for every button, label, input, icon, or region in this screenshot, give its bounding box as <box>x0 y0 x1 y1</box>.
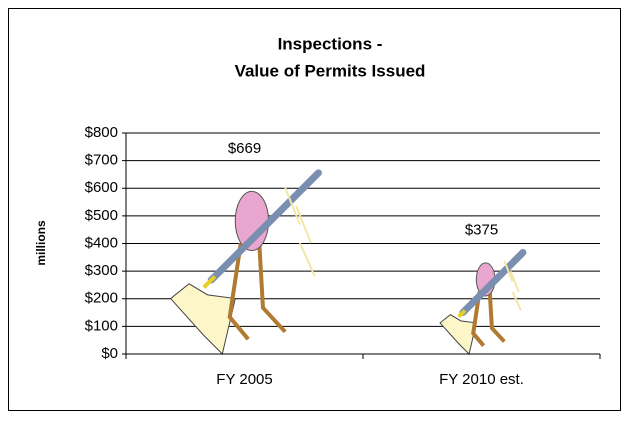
x-tick-label: FY 2005 <box>216 371 272 388</box>
chart-title: Value of Permits Issued <box>235 61 426 80</box>
data-label: $669 <box>228 140 261 157</box>
y-tick-label: $200 <box>85 290 118 307</box>
data-label: $375 <box>465 221 498 238</box>
y-tick-label: $300 <box>85 262 118 279</box>
x-tick-label: FY 2010 est. <box>439 371 524 388</box>
y-tick-label: $700 <box>85 152 118 169</box>
y-tick-label: $100 <box>85 317 118 334</box>
y-tick-label: $800 <box>85 124 118 141</box>
y-tick-label: $500 <box>85 207 118 224</box>
chart: Inspections - Value of Permits Issued mi… <box>0 0 629 419</box>
y-axis-title: millions <box>34 220 48 266</box>
chart-title: Inspections - <box>278 34 383 53</box>
y-tick-label: $0 <box>101 345 118 362</box>
y-tick-label: $600 <box>85 179 118 196</box>
y-tick-label: $400 <box>85 234 118 251</box>
